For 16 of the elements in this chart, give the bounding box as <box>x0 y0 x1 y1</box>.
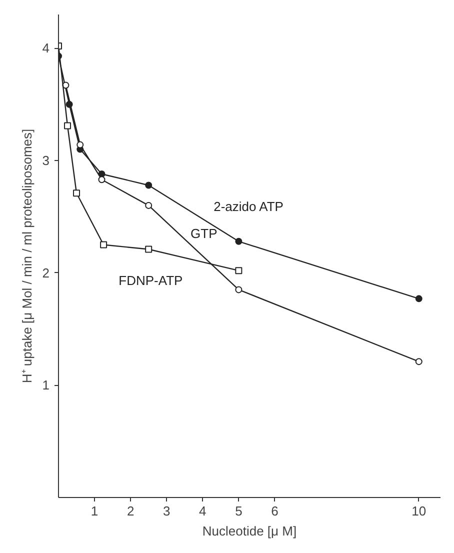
y-axis-title: H⁺ uptake [μ Mol / min / ml proteoliposomes] <box>19 128 34 384</box>
y-tick-label: 4 <box>42 40 50 56</box>
x-tick-label: 5 <box>235 504 242 518</box>
y-tick-label: 3 <box>42 153 50 168</box>
x-tick-label: 2 <box>126 504 134 518</box>
x-tick-label: 10 <box>412 504 426 518</box>
x-tick-label: 3 <box>163 504 170 518</box>
x-tick-label: 1 <box>90 504 98 518</box>
series-label: GTP <box>190 226 218 242</box>
y-tick-label: 2 <box>42 265 50 280</box>
x-tick-label: 4 <box>199 504 206 518</box>
series-label: 2-azido ATP <box>214 199 284 214</box>
series-label: FDNP-ATP <box>118 273 183 288</box>
x-axis-title: Nucleotide [μ M] <box>202 524 297 538</box>
x-tick-label: 6 <box>271 504 278 518</box>
y-tick-label: 1 <box>42 378 50 393</box>
